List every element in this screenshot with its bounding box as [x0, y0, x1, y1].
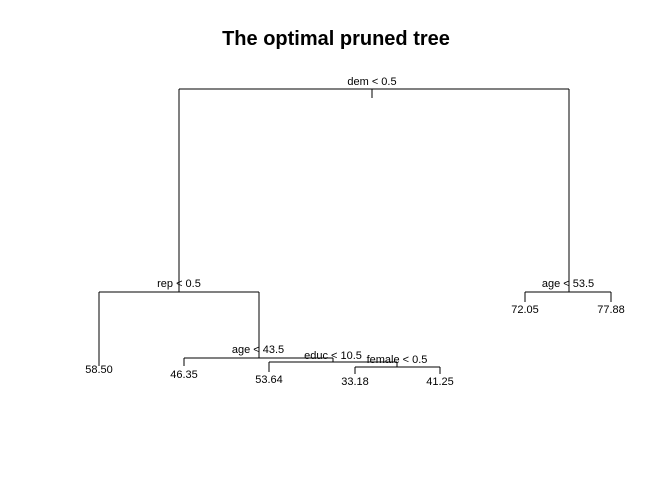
split-label-rep: rep < 0.5 [157, 278, 201, 290]
leaf-value: 46.35 [170, 369, 198, 381]
leaf-value: 72.05 [511, 304, 539, 316]
split-label-female: female < 0.5 [367, 354, 428, 366]
leaf-value: 58.50 [85, 364, 113, 376]
plot-title: The optimal pruned tree [222, 28, 450, 50]
leaf-value: 53.64 [255, 374, 283, 386]
leaf-value: 33.18 [341, 376, 369, 388]
split-label-educ: educ < 10.5 [304, 350, 362, 362]
split-label-root: dem < 0.5 [347, 76, 396, 88]
leaf-value: 41.25 [426, 376, 454, 388]
leaf-value: 77.88 [597, 304, 625, 316]
split-label-age-right: age < 53.5 [542, 278, 594, 290]
split-label-age-left: age < 43.5 [232, 344, 284, 356]
